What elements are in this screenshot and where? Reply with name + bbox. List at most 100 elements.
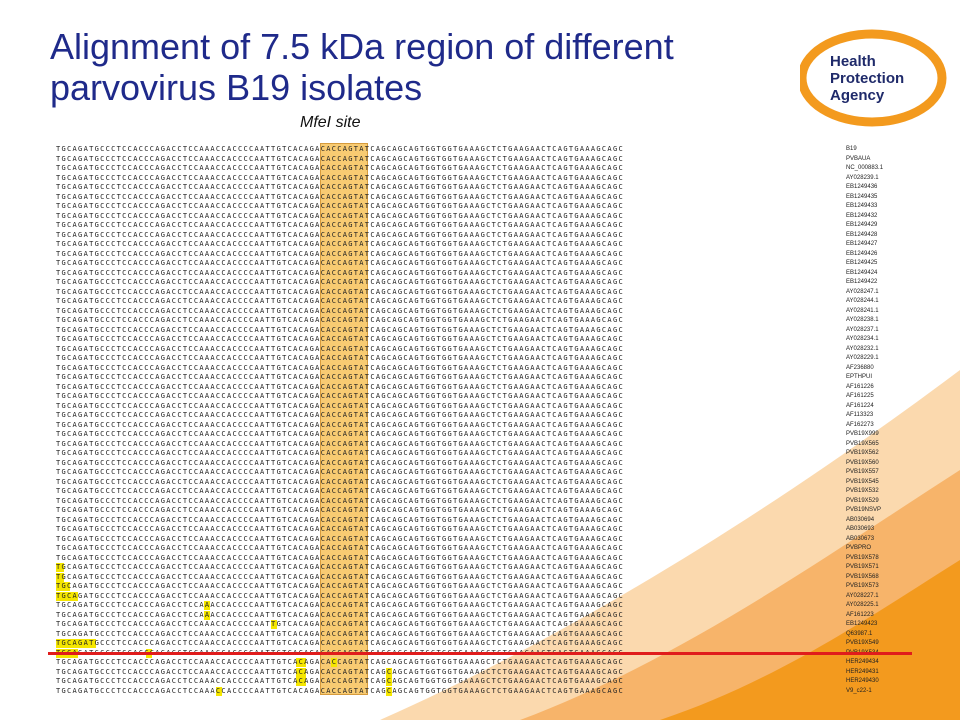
sequence-row: TGCAGATGCCCTCCACCCAGACCTCCAAACCACCCCAATT… (56, 373, 624, 381)
isolate-label: PVB19X568 (846, 574, 879, 580)
sequence-row: TGCAGATGCCCTCCACCCAGACCTCCAAACCACCCCAATT… (56, 525, 624, 533)
sequence-row: TGCAGATGCCCTCCACCCAGACCTCCAAACCACCCCAATT… (56, 250, 624, 258)
isolate-label: AY028225.1 (846, 602, 879, 608)
divider-red-line (48, 652, 912, 655)
isolate-label: AY028234.1 (846, 336, 879, 342)
sequence-row: TGCAGATGCCCTCCACCCAGACCTCCAAACCACCCCAATT… (56, 544, 624, 552)
isolate-label: PVB19NSVP (846, 507, 882, 513)
sequence-row: TGCAGATGCCCTCCACCCAGACCTCCAAACCACCCCAATT… (56, 392, 624, 400)
sequence-row: TGCAGATGCCCTCCACCCAGACCTCCAAACCACCCCAATT… (56, 421, 624, 429)
variant-highlight (296, 658, 306, 667)
isolate-label: HER249434 (846, 659, 879, 665)
variant-highlight (56, 582, 70, 591)
isolate-label: PVB19X571 (846, 564, 879, 570)
isolate-label: EB1249425 (846, 260, 878, 266)
sequence-row: TGCAGATGCCCTCCACCCAGACCTCCAAACCACCCCAATT… (56, 307, 624, 315)
sequence-row: TGCAGATGCCCTCCACCCAGACCTCCAAACCACCCCAATT… (56, 212, 624, 220)
sequence-row: TGCAGATGCCCTCCACCCAGACCTCCAAACCACCCCAATT… (56, 592, 624, 600)
sequence-row: TGCAGATGCCCTCCACCCAGACCTCCAAACCACCCCAATT… (56, 478, 624, 486)
isolate-label: PVB19X532 (846, 488, 879, 494)
isolate-label: PVB19X578 (846, 555, 879, 561)
sequence-row: TGCAGATGCCCTCCACCCAGACCTCCAAACCACCCCAATT… (56, 411, 624, 419)
isolate-label: AF162273 (846, 422, 874, 428)
isolate-label: AY028229.1 (846, 355, 879, 361)
variant-highlight (216, 687, 222, 696)
sequence-row: TGCAGATGCCCTCCACCCAGACCTCCAAACCACCCCAATT… (56, 620, 624, 628)
sequence-row: TGCAGATGCCCTCCACCCAGACCTCCAAACCACCCCAATT… (56, 687, 624, 695)
isolate-label: EB1249423 (846, 621, 878, 627)
sequence-row: TGCAGATGCCCTCCACCCAGACCTCCAAACCACCCCAATT… (56, 326, 624, 334)
sequence-row: TGCAGATGCCCTCCACCCAGACCTCCAAACCACCCCAATT… (56, 459, 624, 467)
isolate-label: PVB19X560 (846, 460, 879, 466)
isolate-label: AY028237.1 (846, 327, 879, 333)
variant-highlight (296, 677, 306, 686)
isolate-label: AF113323 (846, 412, 874, 418)
isolate-label: EB1249433 (846, 203, 878, 209)
sequence-row: TGCAGATGCCCTCCACCCAGACCTCCAAACCACCCCAATT… (56, 174, 624, 182)
sequence-row: TGCAGATGCCCTCCACCCAGACCTCCAAACCACCCCAATT… (56, 364, 624, 372)
isolate-label: HER249430 (846, 678, 879, 684)
sequence-row: TGCAGATGCCCTCCACCCAGACCTCCAAACCACCCCAATT… (56, 668, 624, 676)
sequence-row: TGCAGATGCCCTCCACCCAGACCTCCAAACCACCCCAATT… (56, 658, 624, 666)
sequence-row: TGCAGATGCCCTCCACCCAGACCTCCAAACCACCCCAATT… (56, 316, 624, 324)
sequence-row: TGCAGATGCCCTCCACCCAGACCTCCAAACCACCCCAATT… (56, 611, 624, 619)
variant-highlight (386, 677, 392, 686)
sequence-row: TGCAGATGCCCTCCACCCAGACCTCCAAACCACCCCAATT… (56, 573, 624, 581)
sequence-row: TGCAGATGCCCTCCACCCAGACCTCCAAACCACCCCAATT… (56, 535, 624, 543)
variant-highlight (56, 592, 78, 601)
isolate-label: EB1249424 (846, 270, 878, 276)
sequence-row: TGCAGATGCCCTCCACCCAGACCTCCAAACCACCCCAATT… (56, 582, 624, 590)
isolate-label: AF161223 (846, 612, 874, 618)
isolate-label: AB030673 (846, 536, 875, 542)
isolate-label: PVB19X545 (846, 479, 879, 485)
sequence-row: TGCAGATGCCCTCCACCCAGACCTCCAAACCACCCCAATT… (56, 383, 624, 391)
sequence-row: TGCAGATGCCCTCCACCCAGACCTCCAAACCACCCCAATT… (56, 449, 624, 457)
variant-highlight (386, 687, 392, 696)
isolate-label: AY028232.1 (846, 346, 879, 352)
logo-text-health: Health (830, 53, 876, 70)
sequence-row: TGCAGATGCCCTCCACCCAGACCTCCAAACCACCCCAATT… (56, 183, 624, 191)
variant-highlight (296, 668, 306, 677)
isolate-label: AY028241.1 (846, 308, 879, 314)
variant-highlight (56, 563, 64, 572)
isolate-label: PVB19X573 (846, 583, 879, 589)
sequence-row: TGCAGATGCCCTCCACCCAGACCTCCAAACCACCCCAATT… (56, 601, 624, 609)
isolate-label: AY028239.1 (846, 175, 879, 181)
hpa-logo-icon: Health Protection Agency (800, 29, 947, 127)
sequence-row: TGCAGATGCCCTCCACCCAGACCTCCAAACCACCCCAATT… (56, 269, 624, 277)
mfei-site-highlight (320, 143, 368, 695)
sequence-row: TGCAGATGCCCTCCACCCAGACCTCCAAACCACCCCAATT… (56, 278, 624, 286)
logo-text-protection: Protection (830, 70, 904, 87)
sequence-row: TGCAGATGCCCTCCACCCAGACCTCCAAACCACCCCAATT… (56, 259, 624, 267)
isolate-label: NC_000883.1 (846, 165, 884, 171)
sequence-alignment: TGCAGATGCCCTCCACCCAGACCTCCAAACCACCCCAATT… (56, 145, 906, 696)
sequence-row: TGCAGATGCCCTCCACCCAGACCTCCAAACCACCCCAATT… (56, 240, 624, 248)
sequence-row: TGCAGATGCCCTCCACCCAGACCTCCAAACCACCCCAATT… (56, 221, 624, 229)
isolate-label: PVB19X549 (846, 640, 879, 646)
variant-highlight (56, 639, 96, 648)
isolate-label: V9_c22-1 (846, 688, 872, 694)
sequence-row: TGCAGATGCCCTCCACCCAGACCTCCAAACCACCCCAATT… (56, 297, 624, 305)
sequence-row: TGCAGATGCCCTCCACCCAGACCTCCAAACCACCCCAATT… (56, 335, 624, 343)
variant-highlight (56, 573, 64, 582)
isolate-label: HER249431 (846, 669, 879, 675)
sequence-row: TGCAGATGCCCTCCACCCAGACCTCCAAACCACCCCAATT… (56, 440, 624, 448)
sequence-row: TGCAGATGCCCTCCACCCAGACCTCCAAACCACCCCAATT… (56, 468, 624, 476)
isolate-label: PVBAUA (846, 156, 871, 162)
isolate-label: EB1249426 (846, 251, 878, 257)
variant-highlight (204, 601, 210, 610)
isolate-label: PVB19X999 (846, 431, 879, 437)
sequence-row: TGCAGATGCCCTCCACCCAGACCTCCAAACCACCCCAATT… (56, 639, 624, 647)
isolate-label: PVB19X562 (846, 450, 879, 456)
sequence-row: TGCAGATGCCCTCCACCCAGACCTCCAAACCACCCCAATT… (56, 677, 624, 685)
isolate-label: EB1249427 (846, 241, 878, 247)
isolate-label: EPTHPUI (846, 374, 873, 380)
isolate-label: AB030693 (846, 526, 875, 532)
sequence-row: TGCAGATGCCCTCCACCCAGACCTCCAAACCACCCCAATT… (56, 516, 624, 524)
isolate-label: PVB19X565 (846, 441, 879, 447)
variant-highlight (204, 611, 210, 620)
isolate-label: PVBPRO (846, 545, 872, 551)
sequence-row: TGCAGATGCCCTCCACCCAGACCTCCAAACCACCCCAATT… (56, 288, 624, 296)
sequence-row: TGCAGATGCCCTCCACCCAGACCTCCAAACCACCCCAATT… (56, 487, 624, 495)
isolate-label: PVB19X529 (846, 498, 879, 504)
